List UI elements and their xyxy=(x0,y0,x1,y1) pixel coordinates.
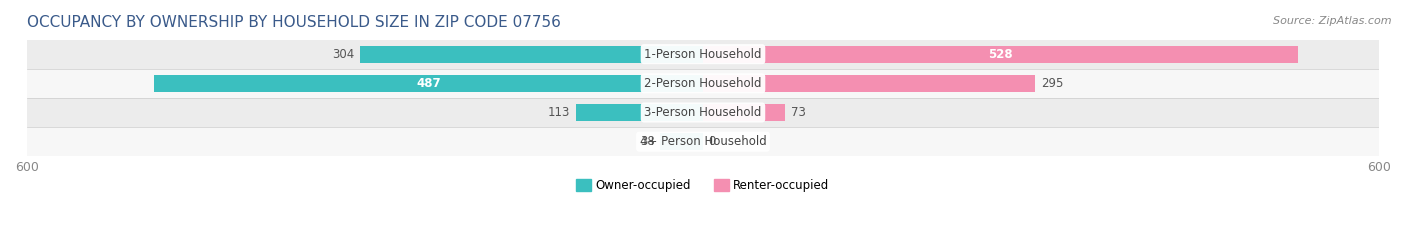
Bar xyxy=(27,40,1379,69)
Legend: Owner-occupied, Renter-occupied: Owner-occupied, Renter-occupied xyxy=(572,176,834,196)
Text: Source: ZipAtlas.com: Source: ZipAtlas.com xyxy=(1274,16,1392,26)
Text: 295: 295 xyxy=(1040,77,1063,90)
Text: 528: 528 xyxy=(988,48,1012,61)
Bar xyxy=(27,69,1379,98)
Bar xyxy=(703,104,786,121)
Bar xyxy=(575,104,703,121)
Bar xyxy=(155,75,703,92)
Bar xyxy=(703,75,1035,92)
Text: 38: 38 xyxy=(640,135,655,148)
Bar xyxy=(27,98,1379,127)
Text: 2-Person Household: 2-Person Household xyxy=(644,77,762,90)
Text: 0: 0 xyxy=(709,135,716,148)
Bar xyxy=(27,127,1379,156)
Text: 73: 73 xyxy=(792,106,806,119)
Bar xyxy=(360,46,703,63)
Bar xyxy=(661,133,703,150)
Text: 487: 487 xyxy=(416,77,441,90)
Text: 3-Person Household: 3-Person Household xyxy=(644,106,762,119)
Text: OCCUPANCY BY OWNERSHIP BY HOUSEHOLD SIZE IN ZIP CODE 07756: OCCUPANCY BY OWNERSHIP BY HOUSEHOLD SIZE… xyxy=(27,15,561,30)
Bar xyxy=(703,46,1298,63)
Text: 113: 113 xyxy=(548,106,569,119)
Text: 304: 304 xyxy=(333,48,354,61)
Text: 1-Person Household: 1-Person Household xyxy=(644,48,762,61)
Text: 4+ Person Household: 4+ Person Household xyxy=(640,135,766,148)
